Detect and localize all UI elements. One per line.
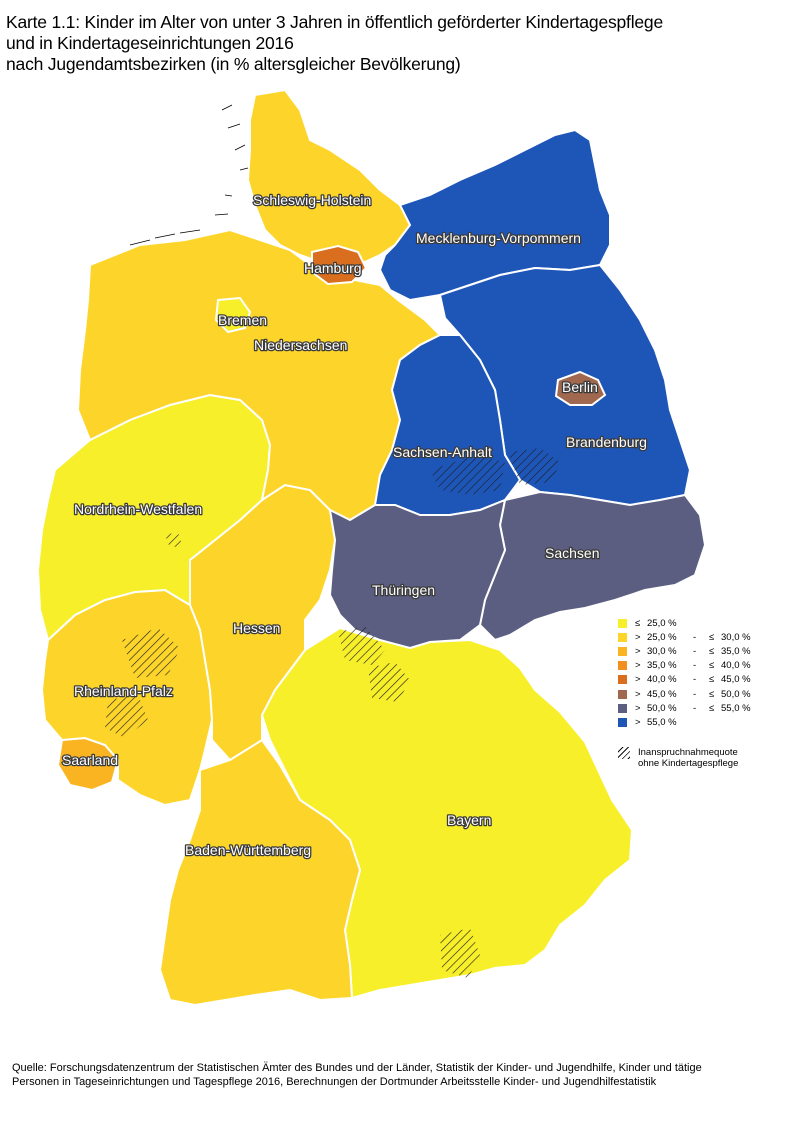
- hatch-area-rheinland-pfalz-2: [105, 695, 148, 738]
- state-hamburg: [311, 244, 368, 286]
- legend-lower: 50,0 %: [647, 702, 677, 714]
- state-baden-wuerttemberg: [158, 738, 362, 1007]
- legend-dash: -: [693, 660, 697, 672]
- legend-lower: 40,0 %: [647, 674, 677, 686]
- state-labels: Schleswig-Holstein Hamburg Mecklenburg-V…: [61, 191, 649, 860]
- hatch-legend-line-2: ohne Kindertagespflege: [638, 758, 739, 769]
- legend-item: >50,0 % - ≤55,0 %: [618, 701, 788, 715]
- legend-dash: -: [693, 674, 697, 686]
- label-bayern: Bayern: [447, 812, 491, 828]
- map-title: Karte 1.1: Kinder im Alter von unter 3 J…: [6, 12, 786, 75]
- legend-operator-2: ≤: [709, 702, 715, 714]
- legend-upper: 35,0 %: [721, 645, 751, 657]
- label-rheinland-pfalz: Rheinland-Pfalz: [74, 683, 173, 699]
- label-berlin: Berlin: [562, 379, 598, 395]
- legend-item: >35,0 % - ≤40,0 %: [618, 659, 788, 673]
- hatch-area-sachsen-anhalt-2: [508, 448, 560, 485]
- label-sachsen-anhalt: Sachsen-Anhalt: [393, 444, 492, 460]
- state-schleswig-holstein: [246, 88, 412, 264]
- source-note: Quelle: Forschungsdatenzentrum der Stati…: [12, 1061, 782, 1089]
- legend-swatch: [618, 675, 627, 685]
- label-saarland: Saarland: [62, 752, 118, 768]
- legend-upper: 45,0 %: [721, 674, 751, 686]
- legend-operator-2: ≤: [709, 688, 715, 700]
- hatch-legend: Inanspruchnahmequote ohne Kindertagespfl…: [618, 747, 788, 769]
- label-hamburg: Hamburg: [304, 260, 362, 276]
- hatch-area-bayern-south: [440, 928, 480, 978]
- label-sachsen: Sachsen: [545, 545, 599, 561]
- legend-swatch: [618, 717, 627, 727]
- label-schleswig-holstein: Schleswig-Holstein: [253, 192, 371, 208]
- legend-dash: -: [693, 645, 697, 657]
- state-bremen: [214, 296, 252, 334]
- legend-operator-2: ≤: [709, 645, 715, 657]
- legend-swatch: [618, 661, 627, 671]
- legend-dash: -: [693, 688, 697, 700]
- label-brandenburg: Brandenburg: [566, 434, 647, 450]
- legend-upper: 55,0 %: [721, 702, 751, 714]
- legend-item: ≤25,0 %: [618, 616, 788, 630]
- state-thueringen: [328, 498, 507, 650]
- islands-north-sea: [129, 104, 249, 246]
- legend-dash: -: [693, 702, 697, 714]
- label-mecklenburg-vorpommern: Mecklenburg-Vorpommern: [416, 230, 581, 246]
- hatch-legend-line-1: Inanspruchnahmequote: [638, 747, 738, 758]
- legend-item: >25,0 % - ≤30,0 %: [618, 630, 788, 644]
- legend-upper: 40,0 %: [721, 660, 751, 672]
- legend-operator-2: ≤: [709, 674, 715, 686]
- legend-upper: 30,0 %: [721, 631, 751, 643]
- label-nordrhein-westfalen: Nordrhein-Westfalen: [74, 501, 202, 517]
- hatch-area-bayern-north: [338, 626, 385, 665]
- legend-operator: >: [635, 688, 641, 700]
- hatch-legend-text: Inanspruchnahmequote ohne Kindertagespfl…: [638, 747, 738, 769]
- legend-lower: 30,0 %: [647, 645, 677, 657]
- legend-operator: >: [635, 716, 641, 728]
- source-line-1: Quelle: Forschungsdatenzentrum der Stati…: [12, 1062, 702, 1074]
- legend-operator-2: ≤: [709, 660, 715, 672]
- legend-operator: >: [635, 660, 641, 672]
- legend-swatch: [618, 646, 627, 656]
- legend-operator: >: [635, 645, 641, 657]
- label-bremen: Bremen: [218, 312, 267, 328]
- legend-upper: 50,0 %: [721, 688, 751, 700]
- hatch-area-rheinland-pfalz: [122, 628, 180, 678]
- hatch-area-sachsen-anhalt: [430, 455, 505, 495]
- state-berlin: [554, 370, 607, 406]
- label-niedersachsen: Niedersachsen: [254, 337, 347, 353]
- title-line-2: und in Kindertageseinrichtungen 2016: [6, 33, 294, 53]
- legend-lower: 25,0 %: [647, 631, 677, 643]
- title-line-1: Karte 1.1: Kinder im Alter von unter 3 J…: [6, 12, 664, 32]
- legend-dash: -: [693, 631, 697, 643]
- source-line-2: Personen in Tageseinrichtungen und Tages…: [12, 1076, 657, 1088]
- legend-operator: >: [635, 631, 641, 643]
- legend-item: >40,0 % - ≤45,0 %: [618, 673, 788, 687]
- hatch-area-bayern-north-2: [368, 662, 410, 702]
- legend-lower: 35,0 %: [647, 660, 677, 672]
- legend-swatch: [618, 618, 627, 628]
- legend-item: >45,0 % - ≤50,0 %: [618, 687, 788, 701]
- legend-operator: >: [635, 674, 641, 686]
- legend-swatch: [618, 689, 627, 699]
- legend-operator: >: [635, 702, 641, 714]
- legend-swatch: [618, 632, 627, 642]
- legend-lower: 45,0 %: [647, 688, 677, 700]
- label-baden-wuerttemberg: Baden-Württemberg: [185, 842, 311, 858]
- label-thueringen: Thüringen: [372, 582, 435, 598]
- title-line-3: nach Jugendamtsbezirken (in % altersglei…: [6, 54, 461, 74]
- legend-operator-2: ≤: [709, 631, 715, 643]
- legend-item: >30,0 % - ≤35,0 %: [618, 644, 788, 658]
- label-hessen: Hessen: [233, 620, 280, 636]
- legend-operator: ≤: [635, 617, 641, 629]
- legend-swatch: [618, 703, 627, 713]
- legend-lower: 55,0 %: [647, 716, 677, 728]
- hatch-area-nrw: [165, 532, 182, 548]
- legend-lower: 25,0 %: [647, 617, 677, 629]
- hatch-swatch: [618, 747, 630, 759]
- legend: ≤25,0 % >25,0 % - ≤30,0 % >30,0 % - ≤35,0 % …: [618, 616, 788, 730]
- legend-item: >55,0 %: [618, 715, 788, 729]
